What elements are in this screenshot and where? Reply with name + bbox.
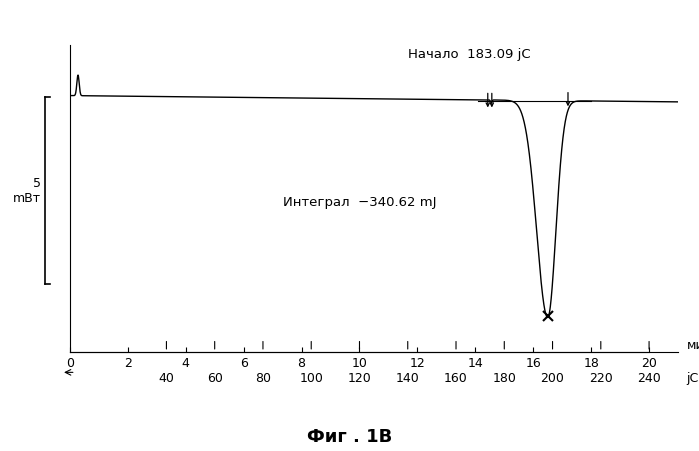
Text: 60: 60 bbox=[207, 373, 222, 385]
Text: jC: jC bbox=[686, 373, 699, 385]
Text: 220: 220 bbox=[589, 373, 613, 385]
Text: Начало  183.09 jC: Начало 183.09 jC bbox=[408, 48, 531, 61]
Text: мин: мин bbox=[686, 339, 699, 352]
Text: 200: 200 bbox=[540, 373, 565, 385]
Text: 240: 240 bbox=[637, 373, 661, 385]
Text: Фиг . 1В: Фиг . 1В bbox=[307, 428, 392, 446]
Text: 5
mBт: 5 mBт bbox=[13, 177, 41, 205]
Text: 100: 100 bbox=[299, 373, 323, 385]
Text: 180: 180 bbox=[492, 373, 517, 385]
Text: 160: 160 bbox=[444, 373, 468, 385]
Text: 120: 120 bbox=[347, 373, 371, 385]
Text: 140: 140 bbox=[396, 373, 419, 385]
Text: Интеграл  −340.62 mJ: Интеграл −340.62 mJ bbox=[282, 196, 436, 209]
Text: 40: 40 bbox=[159, 373, 174, 385]
Text: 80: 80 bbox=[255, 373, 271, 385]
